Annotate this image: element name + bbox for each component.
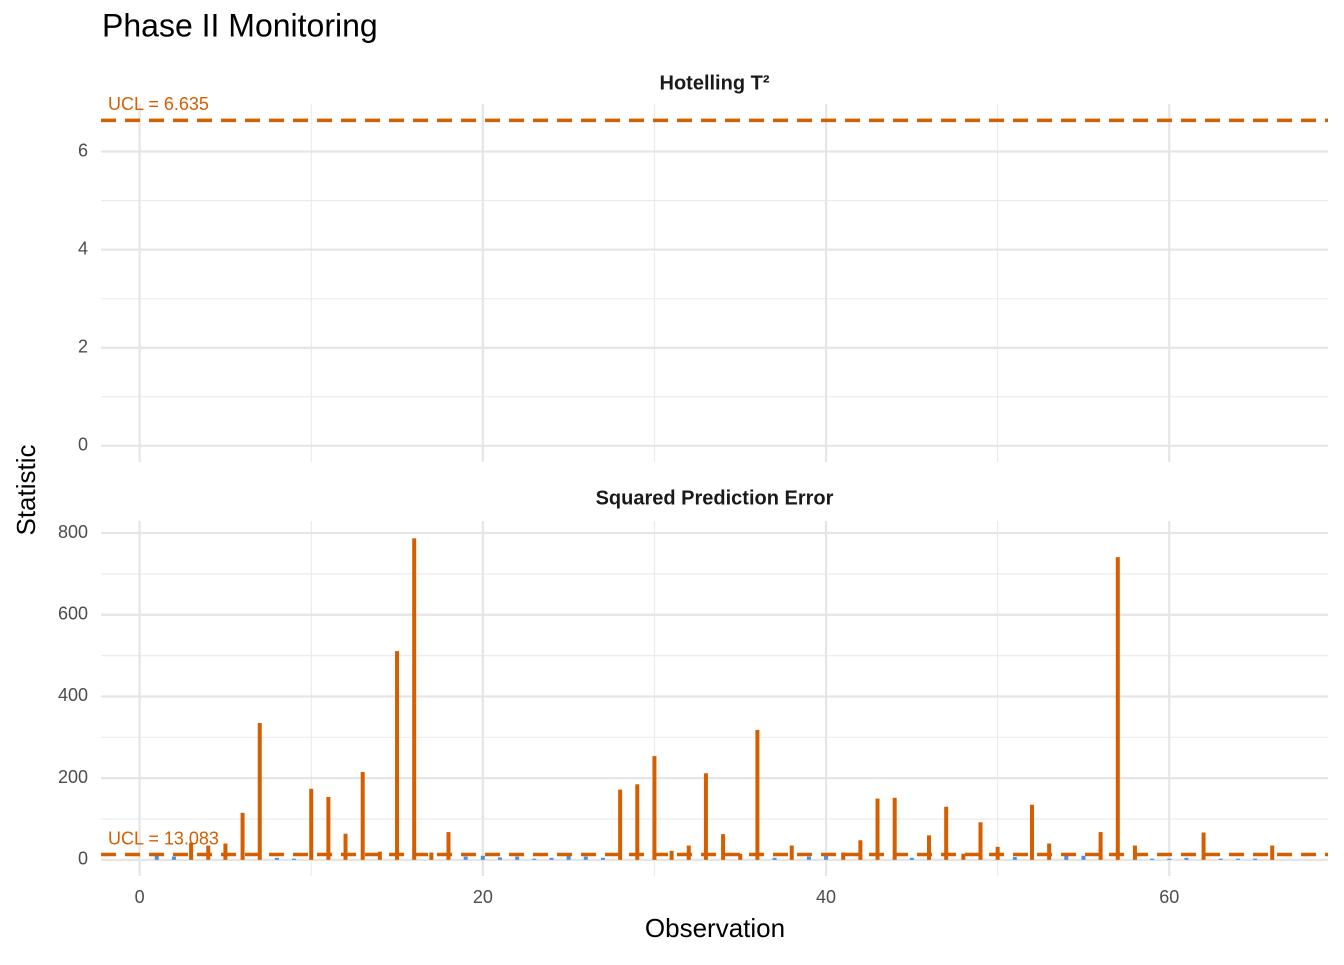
bar — [772, 857, 777, 860]
bar — [171, 856, 176, 860]
y-tick-label: 4 — [78, 238, 88, 258]
y-tick-label: 0 — [78, 435, 88, 455]
bar — [480, 855, 485, 860]
x-axis-label: Observation — [645, 913, 785, 943]
bar — [909, 857, 914, 860]
bar — [875, 798, 880, 860]
y-tick-label: 600 — [58, 604, 88, 624]
bar — [824, 854, 829, 860]
bar — [789, 845, 794, 860]
bar — [1218, 858, 1223, 860]
bar — [292, 858, 297, 860]
bar — [326, 796, 331, 860]
bar — [463, 856, 468, 860]
bar — [1064, 855, 1069, 860]
x-tick-label: 60 — [1159, 887, 1179, 907]
bar — [274, 857, 279, 860]
bar — [206, 845, 211, 860]
bar — [515, 856, 520, 860]
bar — [1115, 557, 1120, 860]
bar — [549, 857, 554, 860]
bar — [669, 850, 674, 860]
bar — [635, 784, 640, 860]
bar — [343, 833, 348, 860]
bar — [240, 812, 245, 860]
x-tick-label: 20 — [473, 887, 493, 907]
bar — [721, 834, 726, 860]
bar — [189, 842, 194, 860]
bar — [1184, 857, 1189, 860]
bar — [395, 651, 400, 860]
bar — [1253, 858, 1258, 860]
facet-title: Hotelling T² — [660, 72, 770, 94]
bar — [1081, 855, 1086, 860]
bar — [566, 855, 571, 860]
bar — [961, 853, 966, 860]
y-tick-label: 0 — [78, 849, 88, 869]
bar — [497, 857, 502, 860]
bar — [841, 852, 846, 860]
bar — [703, 773, 708, 860]
facet-title: Squared Prediction Error — [596, 487, 834, 509]
x-tick-label: 0 — [135, 887, 145, 907]
y-tick-label: 6 — [78, 140, 88, 160]
bar — [686, 845, 691, 860]
bar — [583, 856, 588, 860]
bar — [738, 853, 743, 860]
bar — [257, 723, 262, 860]
bar — [892, 797, 897, 860]
bar — [978, 822, 983, 860]
x-tick-label: 40 — [816, 887, 836, 907]
bar — [223, 843, 228, 860]
y-tick-label: 800 — [58, 522, 88, 542]
bar — [1270, 845, 1275, 860]
bar — [412, 538, 417, 860]
bar — [1201, 832, 1206, 860]
bar — [927, 835, 932, 860]
bar — [858, 840, 863, 860]
y-tick-label: 2 — [78, 336, 88, 356]
bar — [944, 806, 949, 860]
y-axis-label: Statistic — [11, 444, 41, 535]
ucl-label: UCL = 6.635 — [108, 94, 209, 114]
bar — [446, 832, 451, 860]
bar — [1012, 857, 1017, 860]
bar — [618, 789, 623, 860]
bar — [1029, 804, 1034, 860]
bar — [1047, 843, 1052, 860]
bar — [1167, 858, 1172, 860]
bar — [652, 756, 657, 860]
bar — [360, 772, 365, 860]
bar — [532, 858, 537, 860]
y-tick-label: 200 — [58, 767, 88, 787]
bar — [755, 729, 760, 860]
bar — [1235, 858, 1240, 860]
ucl-label: UCL = 13.083 — [108, 828, 219, 848]
bar — [309, 788, 314, 860]
y-tick-label: 400 — [58, 685, 88, 705]
bar — [806, 856, 811, 860]
chart-title: Phase II Monitoring — [102, 7, 378, 43]
bar — [154, 855, 159, 860]
bar — [600, 857, 605, 860]
bar — [429, 852, 434, 860]
bar — [1132, 845, 1137, 860]
bar — [1150, 858, 1155, 860]
bar — [1098, 832, 1103, 860]
